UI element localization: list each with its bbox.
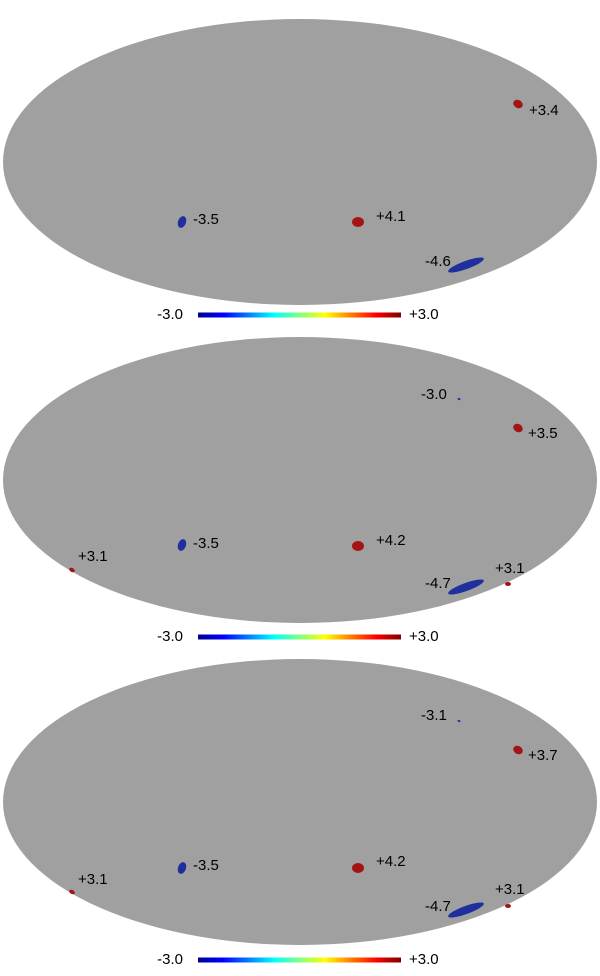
hotspot xyxy=(448,902,484,918)
hotspot xyxy=(448,257,484,273)
hotspot-label: +3.1 xyxy=(78,871,108,888)
hotspot-label: +4.2 xyxy=(376,853,406,870)
colorbar-min: -3.0 xyxy=(157,951,183,968)
hotspot xyxy=(505,904,511,908)
mollweide-map xyxy=(3,337,597,623)
hotspot xyxy=(457,397,461,401)
hotspot xyxy=(352,541,364,551)
hotspot-label: -3.1 xyxy=(421,707,447,724)
hotspot-label: +4.2 xyxy=(376,532,406,549)
hotspot-label: +4.1 xyxy=(376,208,406,225)
hotspot-label: -3.0 xyxy=(421,386,447,403)
hotspot-label: +3.1 xyxy=(495,560,525,577)
hotspot xyxy=(505,582,511,586)
hotspot xyxy=(177,216,187,228)
hotspot-label: +3.1 xyxy=(78,548,108,565)
hotspot xyxy=(69,889,75,895)
hotspot xyxy=(448,579,484,595)
hotspot-label: -4.6 xyxy=(425,253,451,270)
hotspot-label: +3.4 xyxy=(529,102,559,119)
hotspot xyxy=(177,539,187,551)
hotspot-label: +3.1 xyxy=(495,881,525,898)
colorbar xyxy=(198,312,401,318)
hotspot xyxy=(457,719,461,723)
hotspot-label: +3.7 xyxy=(528,747,558,764)
hotspot xyxy=(513,745,523,755)
mollweide-map xyxy=(3,19,597,305)
hotspot-label: -3.5 xyxy=(193,211,219,228)
colorbar xyxy=(198,957,401,963)
hotspot-label: -4.7 xyxy=(425,575,451,592)
colorbar xyxy=(198,634,401,640)
hotspot xyxy=(513,99,523,109)
mollweide-map xyxy=(3,659,597,945)
hotspot xyxy=(69,567,75,573)
hotspot xyxy=(352,217,364,227)
colorbar-max: +3.0 xyxy=(409,951,439,968)
hotspot-label: -3.5 xyxy=(193,857,219,874)
hotspot-label: -4.7 xyxy=(425,898,451,915)
hotspot-label: -3.5 xyxy=(193,535,219,552)
colorbar-min: -3.0 xyxy=(157,306,183,323)
hotspot xyxy=(177,862,187,874)
hotspot-label: +3.5 xyxy=(528,425,558,442)
colorbar-max: +3.0 xyxy=(409,306,439,323)
colorbar-min: -3.0 xyxy=(157,628,183,645)
hotspot xyxy=(513,423,523,433)
hotspot xyxy=(352,863,364,873)
colorbar-max: +3.0 xyxy=(409,628,439,645)
